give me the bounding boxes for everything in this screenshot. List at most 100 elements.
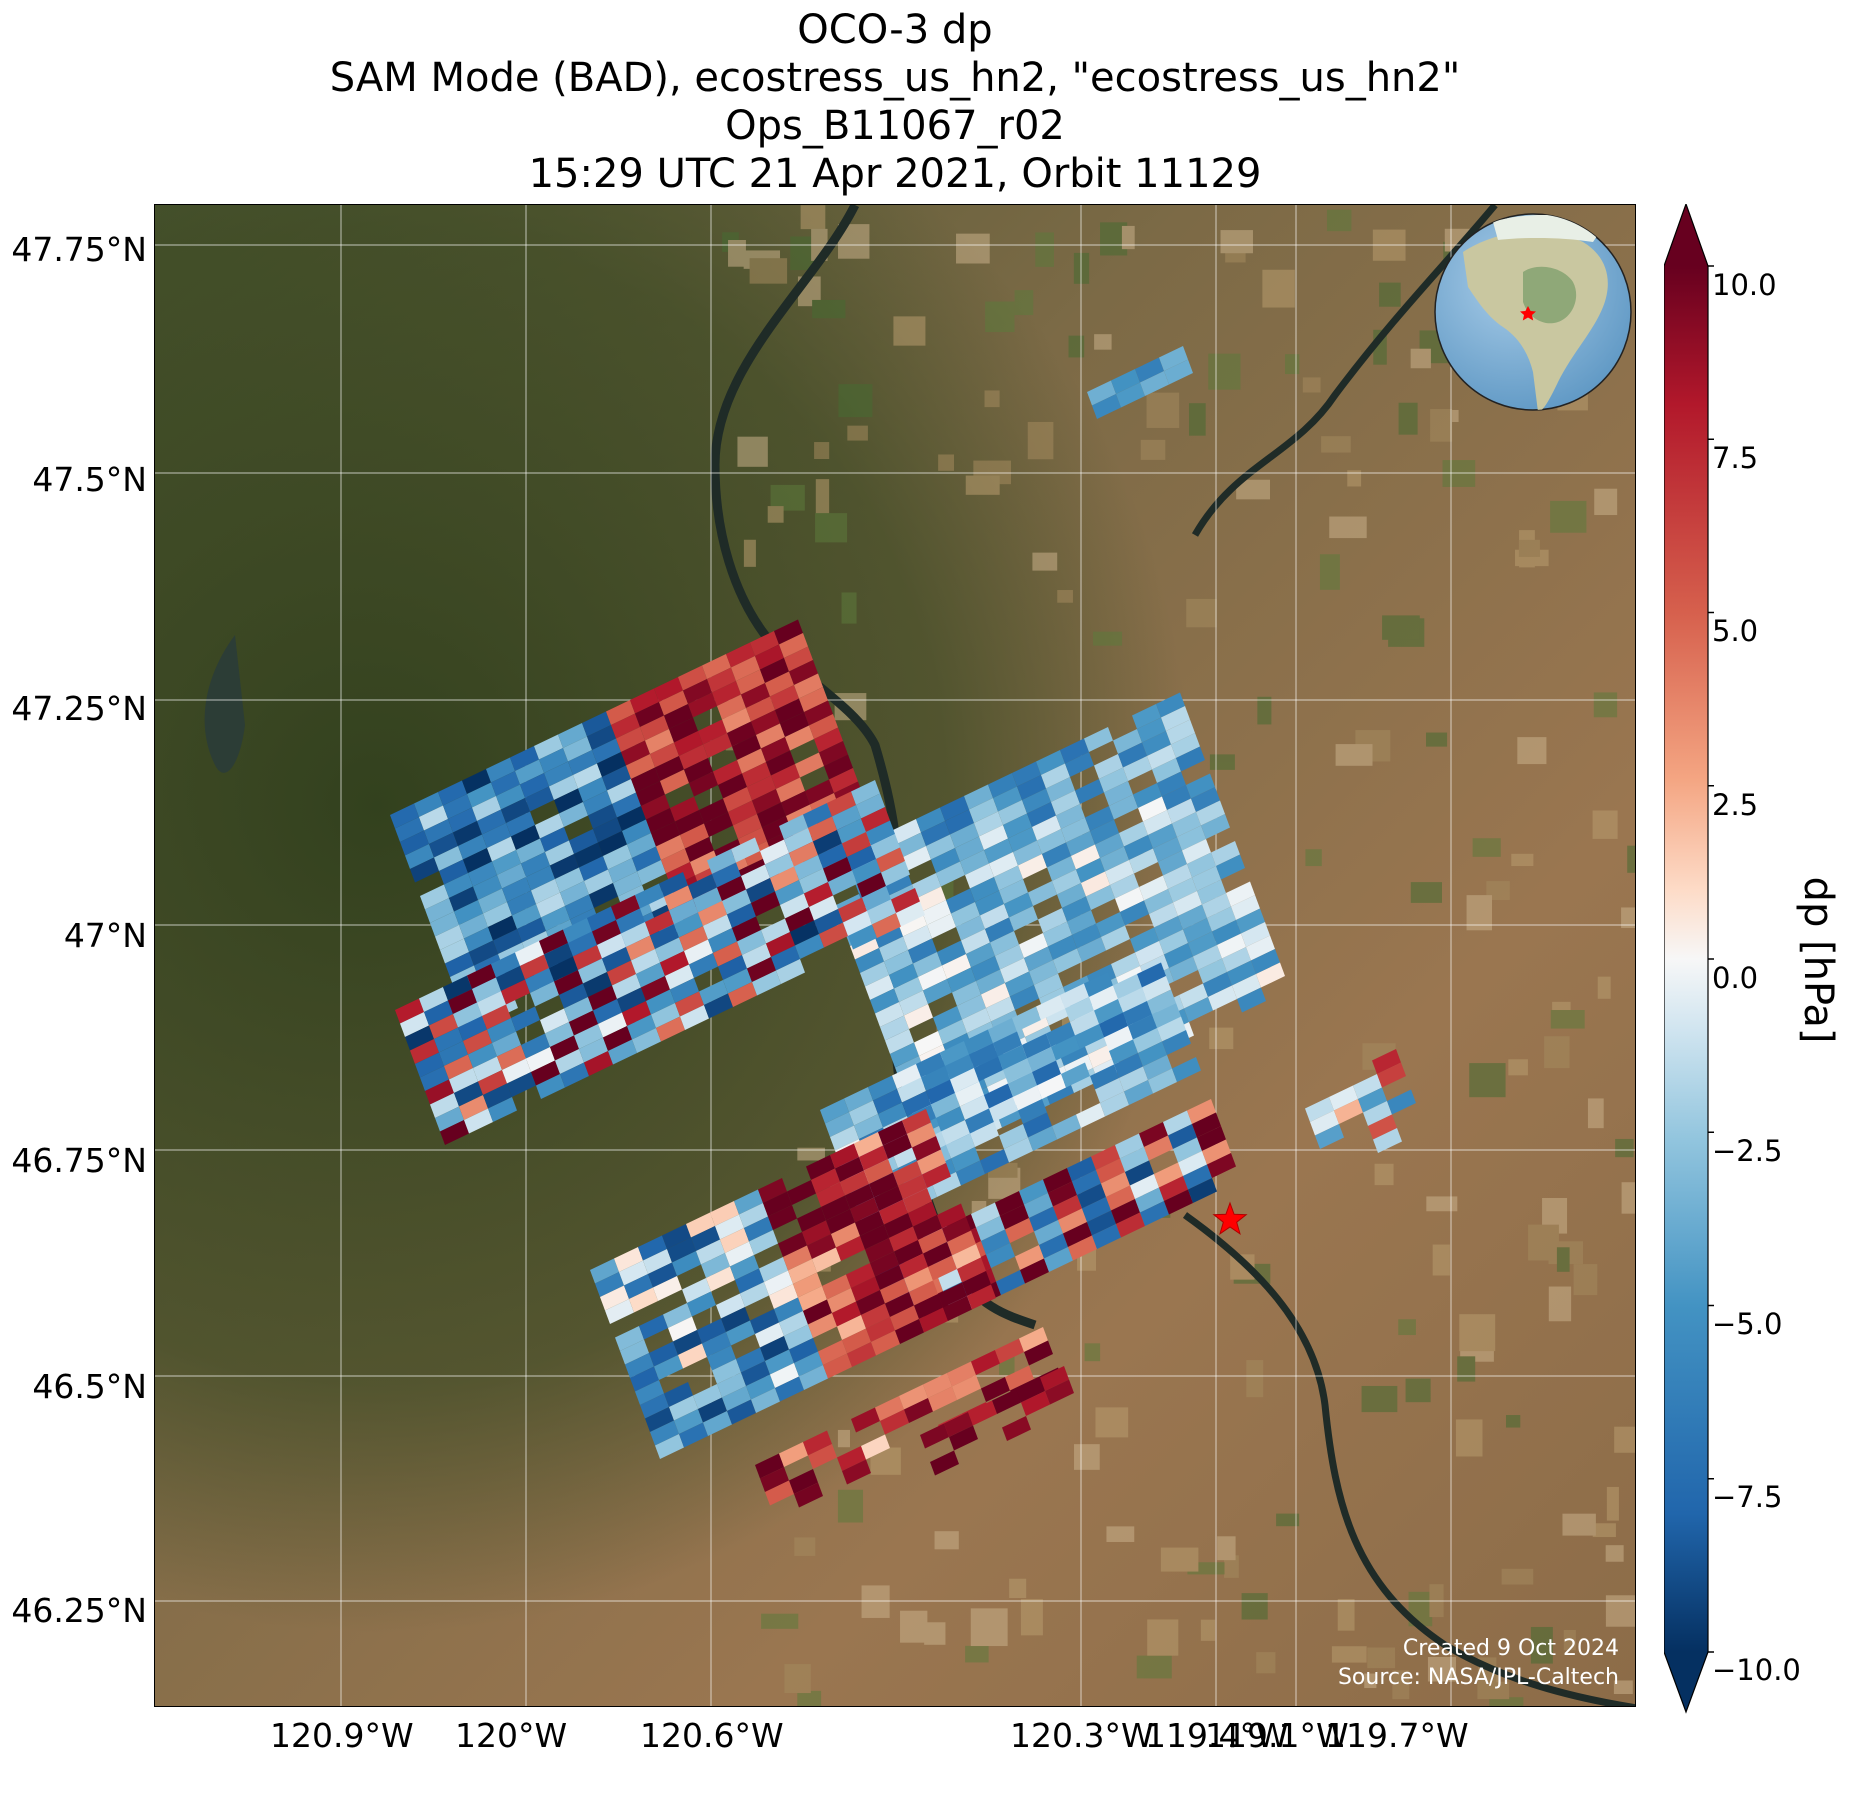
- sounding-footprint: [587, 725, 616, 750]
- sounding-footprint: [770, 866, 799, 892]
- sounding-footprint: [560, 881, 589, 906]
- sounding-footprint: [797, 1207, 826, 1232]
- sounding-footprint: [866, 820, 895, 846]
- field-patch: [1530, 1626, 1553, 1664]
- sounding-footprint: [707, 849, 736, 874]
- sounding-footprint: [665, 964, 694, 990]
- sounding-footprint: [687, 1291, 716, 1317]
- sounding-footprint: [850, 934, 879, 960]
- field-patch: [1106, 1526, 1135, 1543]
- sounding-footprint: [861, 1303, 890, 1329]
- sounding-footprint: [763, 1191, 792, 1217]
- sounding-footprint: [405, 1025, 434, 1051]
- sounding-footprint: [602, 947, 631, 972]
- map-panel[interactable]: Created 9 Oct 2024 Source: NASA/JPL-Calt…: [154, 204, 1636, 1707]
- sounding-footprint: [1188, 1178, 1217, 1203]
- lon-tick-label: 119.4°W: [1145, 1716, 1289, 1755]
- field-patch: [1398, 402, 1418, 435]
- chart-title: OCO-3 dp SAM Mode (BAD), ecostress_us_hn…: [150, 6, 1640, 198]
- field-patch: [1501, 1568, 1534, 1585]
- sounding-footprint: [831, 1222, 860, 1248]
- field-patch: [1217, 1536, 1236, 1561]
- sounding-footprint: [947, 1361, 976, 1387]
- sounding-footprint: [835, 1157, 864, 1182]
- sounding-footprint: [708, 928, 737, 953]
- field-patch: [1032, 552, 1058, 571]
- sounding-footprint: [703, 914, 732, 940]
- sounding-footprint: [593, 817, 622, 843]
- sounding-footprint: [559, 983, 588, 1009]
- sounding-footprint: [996, 1270, 1025, 1295]
- sounding-footprint: [883, 1134, 912, 1159]
- sounding-footprint: [1226, 881, 1255, 907]
- sounding-footprint: [903, 925, 932, 950]
- sounding-footprint: [703, 1411, 732, 1436]
- sounding-footprint: [825, 1112, 854, 1137]
- sounding-footprint: [1132, 704, 1161, 729]
- sounding-footprint: [550, 1035, 579, 1061]
- sounding-footprint: [945, 809, 974, 835]
- sounding-footprint: [1024, 1193, 1053, 1218]
- field-patch: [1027, 421, 1054, 460]
- sounding-footprint: [1124, 1080, 1153, 1105]
- sounding-footprint: [415, 1052, 444, 1078]
- sounding-footprint: [865, 975, 894, 1000]
- sounding-footprint: [1143, 810, 1172, 835]
- sounding-footprint: [1169, 956, 1198, 982]
- sounding-footprint: [463, 1029, 492, 1055]
- map-canvas[interactable]: [155, 205, 1636, 1707]
- sounding-footprint: [829, 768, 858, 793]
- field-patch: [965, 1645, 989, 1663]
- sounding-footprint: [761, 918, 790, 944]
- sounding-footprint: [1058, 1208, 1087, 1234]
- sounding-footprint: [923, 1373, 952, 1398]
- sounding-footprint: [614, 1247, 643, 1272]
- sounding-footprint: [703, 733, 732, 758]
- sounding-footprint: [871, 1330, 900, 1356]
- sounding-footprint: [775, 1376, 804, 1402]
- sounding-footprint: [515, 759, 544, 785]
- sounding-footprint: [1095, 1078, 1124, 1103]
- sounding-footprint: [645, 729, 674, 754]
- sounding-footprint: [651, 1003, 680, 1028]
- sounding-footprint: [821, 1195, 850, 1221]
- sounding-footprint: [892, 819, 921, 844]
- lat-tick-label: 46.75°N: [11, 1141, 147, 1180]
- sounding-footprint: [1087, 380, 1116, 406]
- sounding-footprint: [1065, 752, 1094, 777]
- sounding-footprint: [837, 818, 866, 844]
- sounding-footprint: [1208, 985, 1237, 1011]
- sounding-footprint: [940, 796, 969, 821]
- sounding-footprint: [737, 748, 766, 774]
- field-patch: [761, 1613, 799, 1629]
- sounding-footprint: [635, 702, 664, 727]
- field-patch: [812, 299, 846, 319]
- sounding-footprint: [531, 1060, 560, 1086]
- sounding-footprint: [937, 1203, 966, 1229]
- field-patch: [1095, 1407, 1129, 1438]
- sounding-footprint: [592, 920, 621, 945]
- field-patch: [815, 513, 848, 543]
- sounding-footprint: [950, 1068, 979, 1093]
- sounding-footprint: [430, 1093, 459, 1118]
- sounding-footprint: [811, 1168, 840, 1194]
- sounding-footprint: [645, 910, 674, 936]
- sounding-footprint: [908, 1201, 937, 1227]
- sounding-footprint: [1119, 1066, 1148, 1092]
- sounding-footprint: [762, 816, 791, 841]
- sounding-footprint: [1029, 960, 1058, 985]
- sounding-footprint: [856, 1290, 885, 1315]
- sounding-footprint: [678, 1343, 707, 1369]
- field-patch: [837, 1429, 850, 1448]
- sounding-footprint: [588, 804, 617, 829]
- sounding-footprint: [655, 937, 684, 963]
- sounding-footprint: [951, 1147, 980, 1172]
- sounding-footprint: [740, 1282, 769, 1307]
- sounding-footprint: [1387, 1089, 1416, 1115]
- sounding-footprint: [1101, 925, 1130, 951]
- sounding-footprint: [1077, 937, 1106, 962]
- field-patch: [1257, 696, 1272, 725]
- sounding-footprint: [861, 1434, 890, 1460]
- sounding-footprint: [458, 834, 487, 860]
- sounding-footprint: [521, 1033, 550, 1059]
